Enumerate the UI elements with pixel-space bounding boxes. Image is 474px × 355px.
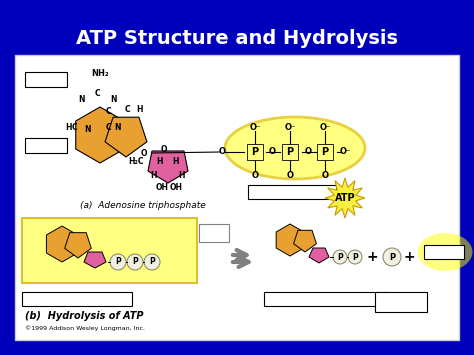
Text: H: H [137, 105, 143, 115]
Text: O: O [321, 170, 328, 180]
FancyBboxPatch shape [22, 218, 197, 283]
FancyBboxPatch shape [375, 292, 427, 312]
Text: P: P [286, 147, 293, 157]
Text: (b)  Hydrolysis of ATP: (b) Hydrolysis of ATP [25, 311, 144, 321]
Circle shape [383, 248, 401, 266]
Text: O: O [161, 144, 167, 153]
Text: O⁻: O⁻ [319, 124, 331, 132]
Text: N: N [79, 95, 85, 104]
Circle shape [144, 254, 160, 270]
FancyBboxPatch shape [264, 292, 389, 306]
Text: O: O [252, 170, 258, 180]
Text: O⁻: O⁻ [339, 147, 351, 157]
Text: H: H [151, 170, 157, 180]
Text: C: C [94, 89, 100, 98]
Text: O: O [141, 148, 147, 158]
Text: P: P [337, 252, 343, 262]
FancyBboxPatch shape [199, 224, 229, 242]
Text: C: C [105, 108, 111, 116]
Polygon shape [309, 248, 329, 263]
Circle shape [333, 250, 347, 264]
Text: P: P [321, 147, 328, 157]
Text: C: C [105, 124, 111, 132]
Text: P: P [389, 252, 395, 262]
Polygon shape [105, 117, 147, 157]
Text: NH₂: NH₂ [91, 70, 109, 78]
Text: P: P [115, 257, 121, 267]
FancyBboxPatch shape [248, 185, 336, 199]
Text: O⁻: O⁻ [249, 124, 261, 132]
Text: N: N [85, 126, 91, 135]
Text: C: C [72, 122, 78, 131]
Text: +: + [366, 250, 378, 264]
Ellipse shape [426, 239, 464, 265]
Circle shape [348, 250, 362, 264]
FancyBboxPatch shape [15, 55, 459, 340]
Text: (a)  Adenosine triphosphate: (a) Adenosine triphosphate [80, 201, 206, 209]
Text: N: N [115, 124, 121, 132]
Text: P: P [149, 257, 155, 267]
Text: H₂C: H₂C [128, 157, 144, 165]
Text: H: H [173, 157, 179, 165]
Text: ATP: ATP [335, 193, 356, 203]
Polygon shape [84, 252, 106, 268]
Text: OH: OH [170, 182, 182, 191]
Text: OH: OH [155, 182, 168, 191]
Text: O: O [268, 147, 275, 157]
Circle shape [127, 254, 143, 270]
Circle shape [110, 254, 126, 270]
Text: N: N [111, 95, 117, 104]
FancyBboxPatch shape [22, 292, 132, 306]
Text: O: O [304, 147, 311, 157]
Polygon shape [64, 233, 91, 258]
Text: H: H [65, 122, 72, 131]
Text: P: P [352, 252, 358, 262]
Text: ©1999 Addison Wesley Longman, Inc.: ©1999 Addison Wesley Longman, Inc. [25, 325, 145, 331]
Text: O: O [286, 170, 293, 180]
Text: H: H [179, 170, 185, 180]
Text: ATP Structure and Hydrolysis: ATP Structure and Hydrolysis [76, 28, 398, 48]
FancyBboxPatch shape [25, 72, 67, 87]
Polygon shape [46, 226, 78, 262]
Text: C: C [124, 105, 130, 115]
Polygon shape [293, 230, 317, 252]
Polygon shape [325, 178, 365, 218]
Polygon shape [276, 224, 304, 256]
Text: O: O [219, 147, 226, 157]
FancyBboxPatch shape [25, 138, 67, 153]
Ellipse shape [418, 233, 473, 271]
Text: P: P [132, 257, 138, 267]
Text: +: + [403, 250, 415, 264]
Ellipse shape [225, 117, 365, 179]
Text: O⁻: O⁻ [284, 124, 296, 132]
Polygon shape [76, 107, 124, 163]
FancyBboxPatch shape [424, 245, 464, 259]
Polygon shape [148, 151, 188, 183]
Text: P: P [251, 147, 258, 157]
Text: H: H [157, 157, 163, 165]
